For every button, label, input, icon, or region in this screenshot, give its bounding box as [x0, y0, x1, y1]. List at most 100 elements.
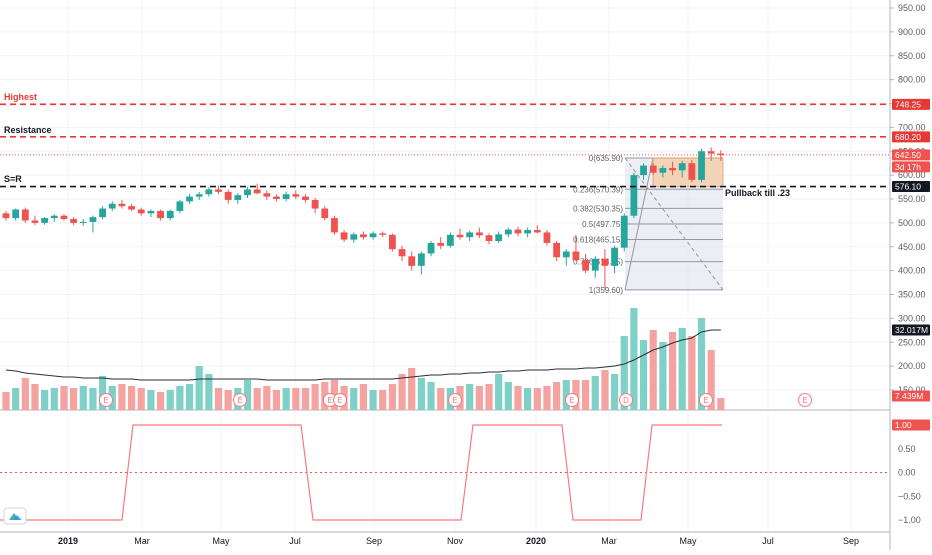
candle [253, 183, 261, 195]
tag-sr-text: 576.10 [895, 182, 921, 192]
earnings-marker[interactable]: E [323, 393, 337, 407]
earnings-marker[interactable]: D [619, 393, 633, 407]
candle [263, 190, 271, 200]
candle [630, 172, 638, 219]
candle-body [311, 199, 319, 209]
volume-bar [301, 388, 310, 410]
candle [611, 245, 618, 274]
candle [244, 187, 251, 199]
candle-body [466, 232, 474, 238]
volume-bar [243, 380, 252, 410]
fib-level-label: 0(635.90) [589, 154, 624, 163]
levels [0, 103, 890, 188]
indicator-pane [0, 424, 890, 521]
candle [601, 249, 609, 290]
candle [118, 199, 126, 209]
candle-body [360, 234, 367, 238]
candle-body [688, 163, 696, 180]
volume-bar [688, 336, 696, 410]
candle [582, 253, 589, 274]
earnings-circle [99, 393, 113, 407]
earnings-circle [699, 393, 713, 407]
candle-body [601, 258, 609, 266]
earnings-marker[interactable]: E [99, 393, 113, 407]
candle [707, 147, 715, 161]
time-axis: 2019 Mar May Jul Sep Nov 2020 Mar May Jul Sep [58, 536, 859, 546]
volume-bar [630, 308, 638, 410]
candle-body [99, 208, 106, 218]
candle [620, 213, 628, 252]
candle-body [79, 221, 87, 223]
earnings-marker[interactable]: E [233, 393, 247, 407]
earnings-letter: E [103, 396, 108, 405]
candle [282, 191, 290, 202]
earnings-circle [565, 393, 579, 407]
tag-volume-ma: 32.017M [892, 324, 930, 336]
volume-bar [263, 386, 271, 410]
candle-body [611, 247, 618, 266]
candle-body [446, 234, 454, 246]
volume-bar [601, 370, 609, 410]
tag-resistance-text: 680.20 [895, 132, 921, 142]
price-tick-label: 450.00 [898, 242, 926, 252]
candle-body [2, 213, 10, 219]
candle [543, 230, 551, 246]
earnings-marker[interactable]: E [699, 393, 713, 407]
price-tick-label: 300.00 [898, 313, 926, 323]
volume-bar [12, 388, 20, 410]
earnings-letter: E [237, 396, 242, 405]
volume-bar [417, 378, 425, 410]
volume-bar [379, 390, 387, 410]
level-label-sr: S=R [4, 174, 22, 184]
candle-body [524, 230, 532, 234]
candle-body [591, 258, 599, 271]
price-tick-label: 250.00 [898, 337, 926, 347]
candle [360, 231, 367, 240]
tradingview-logo[interactable] [3, 507, 27, 525]
tag-volume-bg [892, 390, 930, 402]
volume-bar [649, 330, 657, 410]
candle [224, 189, 232, 204]
earnings-marker[interactable]: E [798, 393, 812, 407]
volume-bar [717, 398, 725, 410]
volume-bar [185, 384, 194, 410]
candle-body [543, 232, 551, 243]
earnings-letter: E [703, 396, 708, 405]
volume-bar [639, 340, 648, 410]
volume-bar [99, 376, 107, 410]
earnings-letter: E [327, 396, 332, 405]
volume-bars [2, 308, 725, 410]
fib-trend-line [624, 157, 724, 291]
tag-countdown-text: 3d 17h [895, 162, 921, 172]
volume-bar [369, 390, 377, 410]
price-tick-label: 950.00 [898, 3, 926, 13]
earnings-marker[interactable]: E [333, 393, 347, 407]
tag-last-price-text: 642.50 [895, 150, 921, 160]
earnings-marker[interactable]: E [565, 393, 579, 407]
candle-body [350, 234, 358, 240]
time-tick-label: May [212, 536, 230, 546]
volume-bar [678, 328, 686, 410]
volume-bar [214, 388, 223, 410]
volume-bar [524, 388, 532, 410]
volume-bar [610, 374, 619, 410]
volume-bar [350, 388, 358, 410]
candle-body [398, 249, 406, 257]
earnings-marker[interactable]: E [448, 393, 462, 407]
volume-bar [668, 332, 677, 410]
candle [195, 191, 203, 200]
candle-body [41, 218, 49, 223]
candle-body [553, 242, 561, 258]
candle [379, 231, 387, 238]
candle-body [514, 229, 522, 234]
candle-body [147, 210, 155, 214]
volume-bar [475, 386, 483, 410]
candle [398, 245, 406, 262]
volume-bar [31, 384, 39, 410]
volume-bar [388, 384, 396, 410]
time-tick-label: Jul [762, 536, 774, 546]
candle-body [186, 196, 193, 202]
volume-bar [311, 384, 319, 410]
